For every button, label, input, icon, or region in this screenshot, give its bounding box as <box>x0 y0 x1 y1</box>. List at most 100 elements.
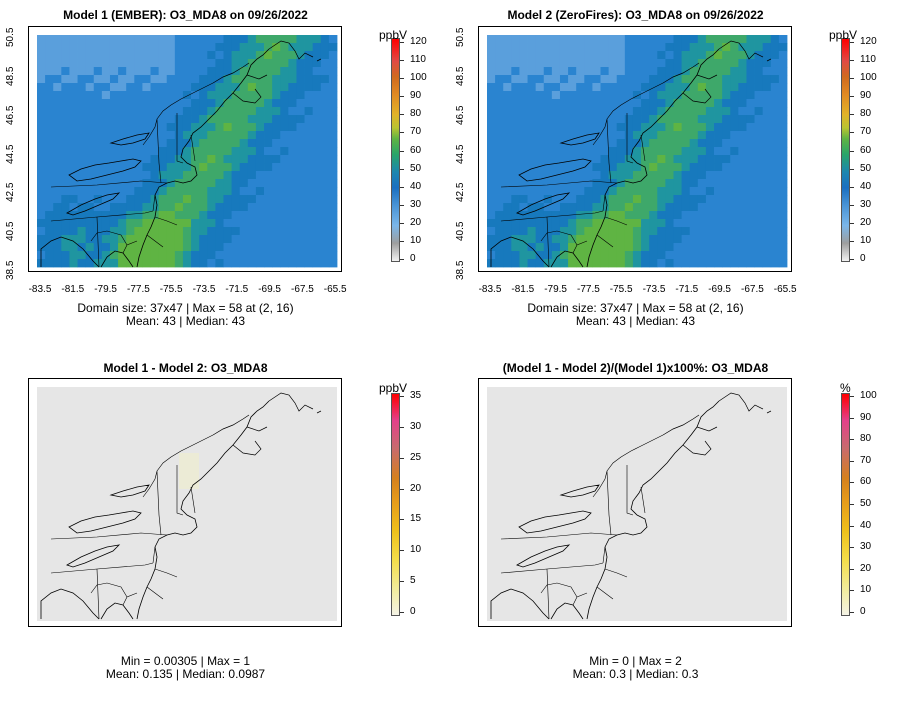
grid-cell <box>272 195 281 204</box>
grid-cell <box>511 83 520 92</box>
grid-cell <box>519 99 528 108</box>
grid-cell <box>288 179 297 188</box>
grid-cell <box>199 91 208 100</box>
grid-cell <box>657 179 666 188</box>
grid-cell <box>487 195 496 204</box>
grid-cell <box>264 67 273 76</box>
grid-cell <box>158 171 168 180</box>
grid-cell <box>746 43 755 52</box>
grid-cell <box>649 155 658 164</box>
x-tick-label: -65.5 <box>773 284 797 295</box>
colorbar-tick-label: 50 <box>860 498 872 509</box>
grid-cell <box>519 131 528 140</box>
grid-cell <box>101 107 111 116</box>
grid-cell <box>304 195 314 204</box>
grid-cell <box>746 219 755 228</box>
grid-cell <box>600 179 610 188</box>
grid-cell <box>247 171 257 180</box>
grid-cell <box>191 195 200 204</box>
grid-cell <box>255 115 265 124</box>
grid-cell <box>37 35 46 44</box>
grid-cell <box>665 243 674 252</box>
grid-cell <box>608 243 618 252</box>
grid-cell <box>182 243 192 252</box>
grid-cell <box>126 147 135 156</box>
grid-cell <box>101 195 111 204</box>
grid-cell <box>592 211 601 220</box>
grid-cell <box>632 75 642 84</box>
grid-cell <box>150 99 160 108</box>
grid-cell <box>697 171 707 180</box>
grid-cell <box>673 107 682 116</box>
grid-cell <box>714 227 723 236</box>
grid-cell <box>649 67 658 76</box>
panel-model2: Model 2 (ZeroFires): O3_MDA8 on 09/26/20… <box>450 0 900 353</box>
grid-cell <box>689 131 699 140</box>
grid-cell <box>118 251 127 260</box>
grid-cell <box>207 227 216 236</box>
grid-cell <box>174 259 184 268</box>
grid-cell <box>174 99 184 108</box>
colorbar-tick <box>850 222 854 224</box>
grid-cell <box>705 235 715 244</box>
grid-cell <box>304 75 314 84</box>
grid-cell <box>231 179 241 188</box>
grid-cell <box>191 235 200 244</box>
grid-cell <box>657 115 666 124</box>
grid-cell <box>247 203 257 212</box>
grid-cell <box>543 219 553 228</box>
stats-line1: Min = 0.00305 | Max = 1 <box>120 654 251 668</box>
grid-cell <box>649 35 658 44</box>
grid-cell <box>126 59 135 68</box>
grid-cell <box>632 115 642 124</box>
grid-cell <box>288 235 297 244</box>
grid-cell <box>191 259 200 268</box>
grid-cell <box>118 75 127 84</box>
grid-cell <box>255 43 265 52</box>
grid-cell <box>730 43 739 52</box>
grid-cell <box>689 195 699 204</box>
grid-cell <box>535 171 545 180</box>
grid-cell <box>551 139 561 148</box>
grid-cell <box>657 67 666 76</box>
grid-cell <box>535 179 545 188</box>
grid-cell <box>69 219 78 228</box>
grid-cell <box>158 139 168 148</box>
grid-cell <box>624 59 634 68</box>
grid-cell <box>511 203 520 212</box>
grid-cell <box>101 211 111 220</box>
grid-cell <box>93 75 103 84</box>
y-tick-label: 40.5 <box>5 221 16 242</box>
grid-cell <box>592 179 601 188</box>
grid-cell <box>134 219 143 228</box>
grid-cell <box>608 59 618 68</box>
grid-cell <box>632 203 642 212</box>
grid-cell <box>762 187 772 196</box>
colorbar-tick <box>400 132 404 134</box>
grid-cell <box>559 259 569 268</box>
grid-cell <box>182 131 192 140</box>
grid-cell <box>288 211 297 220</box>
grid-cell <box>199 99 208 108</box>
colorbar-tick <box>400 222 404 224</box>
grid-cell <box>69 259 78 268</box>
grid-cell <box>714 35 723 44</box>
grid-cell <box>738 35 747 44</box>
grid-cell <box>705 91 715 100</box>
grid-cell <box>754 115 764 124</box>
grid-cell <box>142 115 151 124</box>
canada-coast <box>212 392 322 456</box>
grid-cell <box>657 195 666 204</box>
grid-cell <box>649 163 658 172</box>
grid-cell <box>191 251 200 260</box>
grid-cell <box>527 59 537 68</box>
grid-cell <box>519 203 528 212</box>
grid-cell <box>280 187 289 196</box>
grid-cell <box>150 51 160 60</box>
grid-cell <box>199 211 208 220</box>
grid-cell <box>551 67 561 76</box>
grid-cell <box>511 59 520 68</box>
grid-cell <box>296 147 305 156</box>
grid-cell <box>328 211 338 220</box>
grid-cell <box>673 235 682 244</box>
